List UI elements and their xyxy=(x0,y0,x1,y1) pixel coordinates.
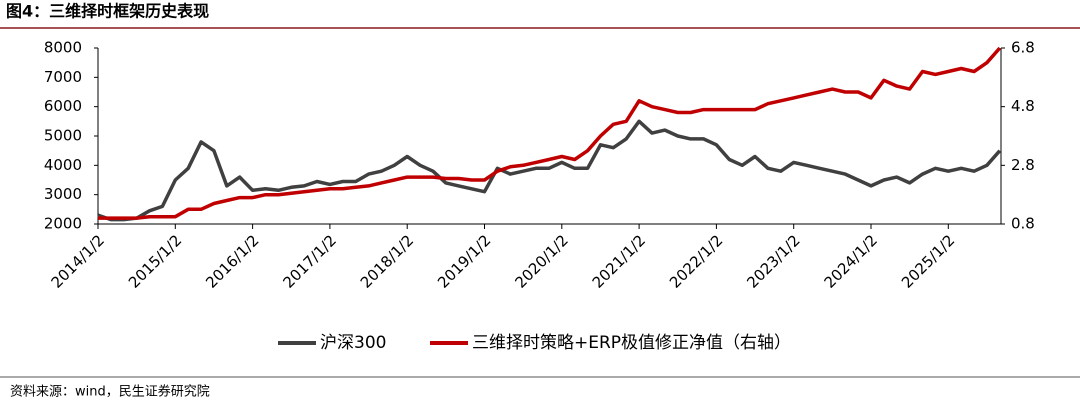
y-tick-label: 3000 xyxy=(44,185,82,203)
x-tick-label: 2024/1/2 xyxy=(821,231,881,291)
series-line xyxy=(98,46,1002,220)
x-tick-label: 2014/1/2 xyxy=(48,231,108,291)
y-tick-label: 4000 xyxy=(44,156,82,174)
y2-tick-label: 0.8 xyxy=(1011,215,1035,233)
x-tick-label: 2020/1/2 xyxy=(511,231,571,291)
y2-tick-label: 4.8 xyxy=(1011,97,1035,115)
y-tick-label: 8000 xyxy=(44,39,82,57)
x-tick-label: 2016/1/2 xyxy=(202,231,262,291)
x-tick-label: 2019/1/2 xyxy=(434,231,494,291)
x-tick-label: 2025/1/2 xyxy=(898,231,958,291)
figure-title: 图4：三维择时框架历史表现 xyxy=(6,2,209,21)
x-tick-label: 2022/1/2 xyxy=(666,231,726,291)
x-tick-label: 2021/1/2 xyxy=(589,231,649,291)
legend-label: 沪深300 xyxy=(320,333,386,353)
y-tick-label: 7000 xyxy=(44,68,82,86)
x-tick-label: 2015/1/2 xyxy=(125,231,185,291)
x-tick-label: 2017/1/2 xyxy=(280,231,340,291)
x-tick-label: 2023/1/2 xyxy=(743,231,803,291)
y2-tick-label: 6.8 xyxy=(1011,39,1035,57)
y2-tick-label: 2.8 xyxy=(1011,156,1035,174)
source: 资料来源：wind，民生证券研究院 xyxy=(10,384,210,400)
x-tick-label: 2018/1/2 xyxy=(357,231,417,291)
y-tick-label: 2000 xyxy=(44,215,82,233)
legend-label: 三维择时策略+ERP极值修正净值（右轴） xyxy=(472,333,791,353)
y-tick-label: 6000 xyxy=(44,97,82,115)
series-line xyxy=(97,119,1002,222)
y-tick-label: 5000 xyxy=(44,127,82,145)
